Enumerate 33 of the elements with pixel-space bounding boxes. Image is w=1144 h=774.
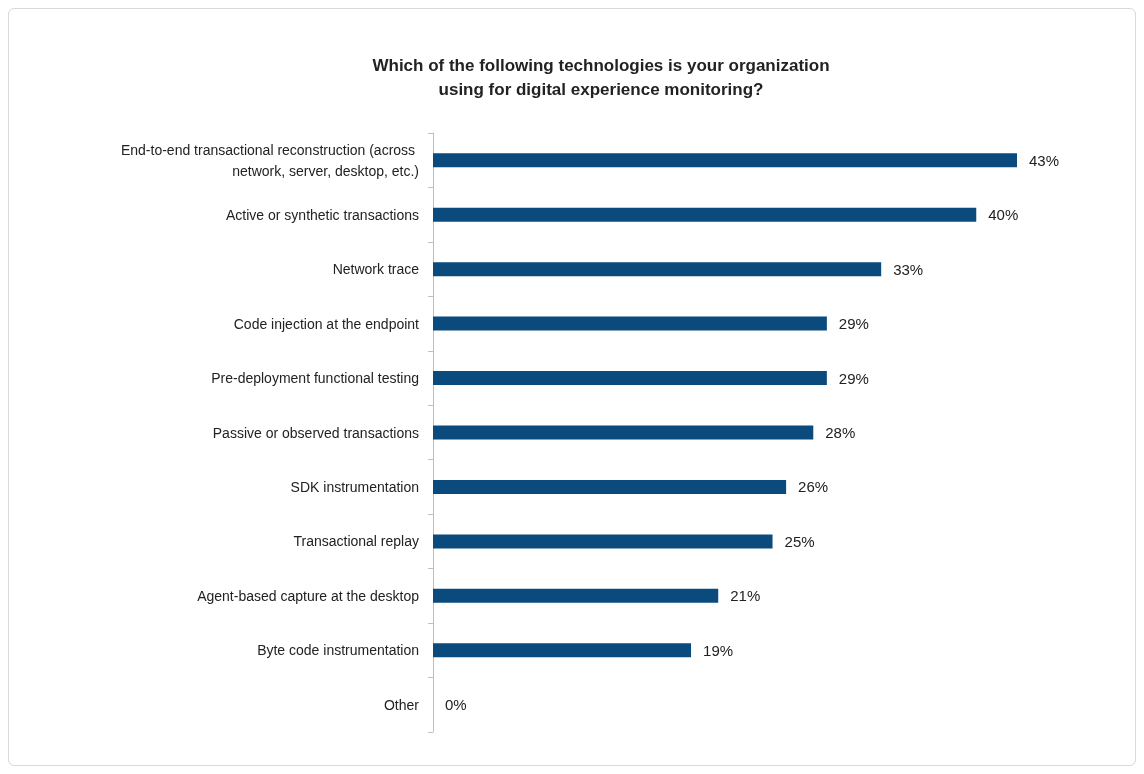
data-label: 21% [730, 587, 761, 605]
bar [433, 316, 827, 331]
y-tick-label: Passive or observed transactions [212, 424, 419, 441]
data-label: 33% [893, 260, 924, 278]
bar [433, 588, 719, 603]
data-label: 29% [838, 369, 869, 387]
y-tick-label: Network trace [332, 261, 420, 278]
y-tick-label: SDK instrumentation [290, 478, 419, 495]
bar [433, 153, 1017, 168]
data-label: 19% [703, 641, 734, 659]
bar [433, 643, 692, 658]
bar [433, 207, 977, 222]
data-label: 28% [825, 424, 856, 441]
data-label: 29% [838, 315, 869, 333]
bar [433, 425, 814, 440]
y-tick-label: Transactional replay [293, 533, 419, 550]
y-tick-label: Active or synthetic transactions [226, 206, 419, 223]
data-label: 25% [784, 532, 815, 550]
bar [433, 262, 882, 277]
y-tick-label: Other [383, 696, 420, 713]
y-tick-label: Byte code instrumentation [257, 642, 419, 659]
y-tick-label: Agent-based capture at the desktop [197, 587, 420, 604]
y-tick-label: End-to-end transactional reconstruction (across network, server, desktop, etc.) [120, 141, 419, 179]
data-label: 0% [445, 696, 467, 714]
data-label: 43% [1029, 151, 1060, 169]
y-tick-label: Pre-deployment functional testing [211, 370, 419, 387]
bar [433, 479, 787, 494]
bar [433, 534, 773, 549]
bar [433, 371, 827, 386]
data-label: 26% [798, 478, 829, 496]
data-label: 40% [988, 206, 1019, 224]
y-tick-label: Code injection at the endpoint [233, 315, 420, 332]
chart-title: Which of the following technologies is your organization using for digital experience monitoring? [372, 55, 830, 99]
